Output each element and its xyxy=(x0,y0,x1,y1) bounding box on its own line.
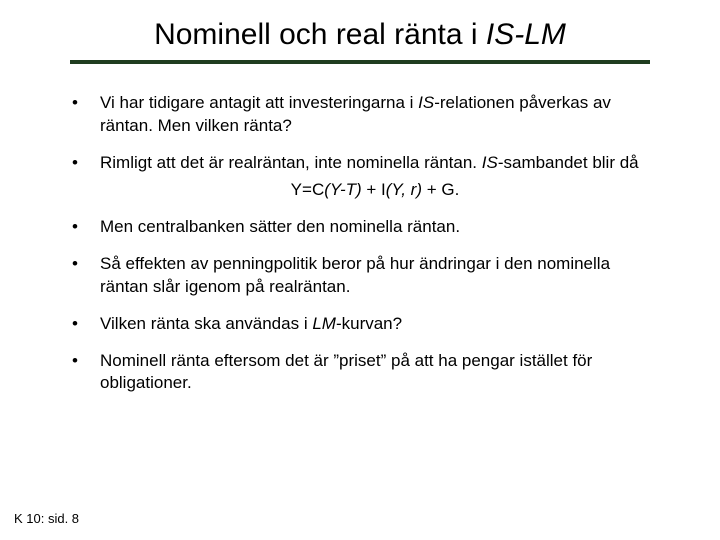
text-italic: IS xyxy=(418,93,434,112)
bullet-item: • Vilken ränta ska användas i LM-kurvan? xyxy=(70,313,650,336)
slide-title: Nominell och real ränta i IS-LM xyxy=(70,18,650,52)
bullet-item: • Så effekten av penningpolitik beror på… xyxy=(70,253,650,299)
bullet-item: • Rimligt att det är realräntan, inte no… xyxy=(70,152,650,202)
bullet-text: Vilken ränta ska användas i LM-kurvan? xyxy=(100,313,650,336)
text-italic: (Y, r) xyxy=(386,180,427,199)
bullet-text: Nominell ränta eftersom det är ”priset” … xyxy=(100,350,650,396)
bullet-item: • Vi har tidigare antagit att investerin… xyxy=(70,92,650,138)
text-span: Rimligt att det är realräntan, inte nomi… xyxy=(100,153,482,172)
equation: Y=C(Y-T) + I(Y, r) + G. xyxy=(100,179,650,202)
text-span: + I xyxy=(366,180,385,199)
content-area: • Vi har tidigare antagit att investerin… xyxy=(0,64,720,395)
bullet-icon: • xyxy=(70,253,100,299)
text-span: -kurvan? xyxy=(336,314,402,333)
text-italic: IS xyxy=(482,153,498,172)
title-italic: IS-LM xyxy=(486,18,566,51)
text-italic: LM xyxy=(312,314,336,333)
bullet-icon: • xyxy=(70,152,100,202)
text-span: + G. xyxy=(427,180,460,199)
text-span: Vilken ränta ska användas i xyxy=(100,314,312,333)
bullet-text: Rimligt att det är realräntan, inte nomi… xyxy=(100,152,650,202)
bullet-item: • Men centralbanken sätter den nominella… xyxy=(70,216,650,239)
bullet-text: Så effekten av penningpolitik beror på h… xyxy=(100,253,650,299)
text-span: -sambandet blir då xyxy=(498,153,639,172)
slide-footer: K 10: sid. 8 xyxy=(14,511,79,526)
text-span: Vi har tidigare antagit att investeringa… xyxy=(100,93,418,112)
bullet-icon: • xyxy=(70,350,100,396)
slide: Nominell och real ränta i IS-LM • Vi har… xyxy=(0,0,720,540)
text-span: Y=C xyxy=(291,180,325,199)
bullet-item: • Nominell ränta eftersom det är ”priset… xyxy=(70,350,650,396)
bullet-icon: • xyxy=(70,216,100,239)
bullet-icon: • xyxy=(70,313,100,336)
bullet-text: Vi har tidigare antagit att investeringa… xyxy=(100,92,650,138)
title-plain: Nominell och real ränta i xyxy=(154,18,486,51)
title-area: Nominell och real ränta i IS-LM xyxy=(0,0,720,64)
text-span: Så effekten av penningpolitik beror på h… xyxy=(100,254,610,296)
text-italic: (Y-T) xyxy=(324,180,366,199)
text-span: Nominell ränta eftersom det är ”priset” … xyxy=(100,351,592,393)
text-span: Men centralbanken sätter den nominella r… xyxy=(100,217,460,236)
bullet-icon: • xyxy=(70,92,100,138)
bullet-text: Men centralbanken sätter den nominella r… xyxy=(100,216,650,239)
